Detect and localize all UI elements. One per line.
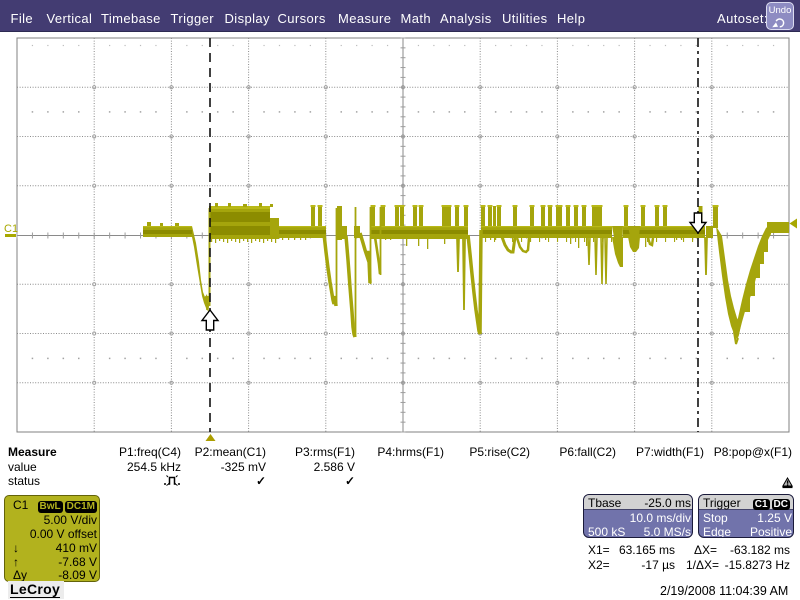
svg-text:C1: C1 [4,223,18,235]
